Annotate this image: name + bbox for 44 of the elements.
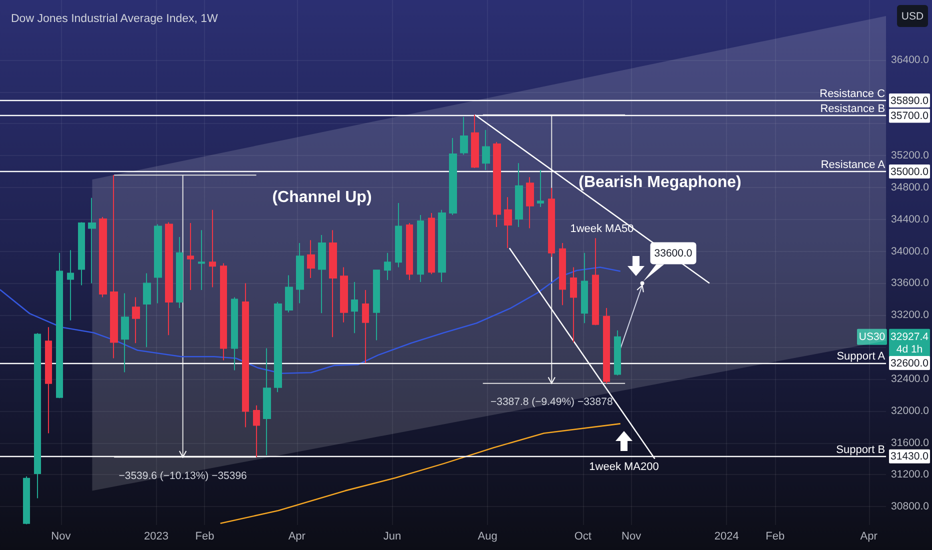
- annotation: −3387.8 (−9.49%) −33878: [490, 396, 613, 408]
- x-tick-label: Feb: [195, 530, 214, 542]
- price-tag: 32927.4 4d 1h: [889, 328, 930, 357]
- annotation: (Channel Up): [272, 189, 372, 206]
- price-tag: 32600.0: [889, 356, 930, 370]
- x-tick-label: Nov: [622, 530, 642, 542]
- price-tag: 31430.0: [889, 449, 930, 464]
- y-tick-label: 34800.0: [891, 182, 930, 194]
- annotation: 1week MA50: [570, 222, 634, 235]
- x-tick-label: Apr: [288, 530, 306, 542]
- x-tick-label: Apr: [860, 530, 878, 542]
- y-tick-label: 32400.0: [891, 372, 930, 385]
- y-tick-label: 31200.0: [891, 468, 930, 481]
- x-tick-label: 2023: [144, 530, 169, 542]
- y-tick-label: 30800.0: [891, 500, 930, 513]
- y-tick-label: 34400.0: [891, 213, 930, 226]
- y-tick-label: 32000.0: [891, 404, 930, 417]
- ref-line-label: Support A: [836, 350, 886, 363]
- price-tag: 35000.0: [889, 164, 930, 179]
- x-tick-label: Nov: [51, 530, 72, 542]
- y-tick-label: 35200.0: [891, 150, 930, 162]
- ref-line-label: Resistance C: [820, 88, 886, 100]
- x-tick-label: 2024: [714, 530, 739, 542]
- x-tick-label: Jun: [383, 530, 402, 542]
- x-tick-label: Feb: [766, 530, 785, 542]
- x-tick-label: Oct: [574, 530, 592, 542]
- annotation: (Bearish Megaphone): [578, 174, 742, 192]
- price-tag: 35700.0: [889, 108, 930, 123]
- y-tick-label: 31600.0: [891, 436, 930, 449]
- currency-button: USD: [897, 5, 928, 27]
- annotation: 1week MA200: [589, 460, 659, 473]
- annotation: 33600.0: [654, 248, 692, 260]
- x-tick-label: Aug: [478, 530, 498, 542]
- y-tick-label: 36400.0: [891, 54, 930, 66]
- annotation: −3539.6 (−10.13%) −35396: [118, 470, 248, 482]
- text: Dow Jones Industrial Average Index, 1W: [11, 13, 218, 25]
- ref-line-label: Support B: [836, 444, 886, 456]
- symbol-tag: US30: [857, 328, 887, 345]
- y-tick-label: 33200.0: [891, 309, 930, 322]
- ref-line-label: Resistance B: [820, 103, 886, 116]
- ref-line-label: Resistance A: [820, 159, 886, 172]
- y-tick-label: 33600.0: [891, 277, 930, 290]
- y-tick-label: 34000.0: [891, 245, 930, 258]
- price-tag: 35890.0: [889, 94, 930, 108]
